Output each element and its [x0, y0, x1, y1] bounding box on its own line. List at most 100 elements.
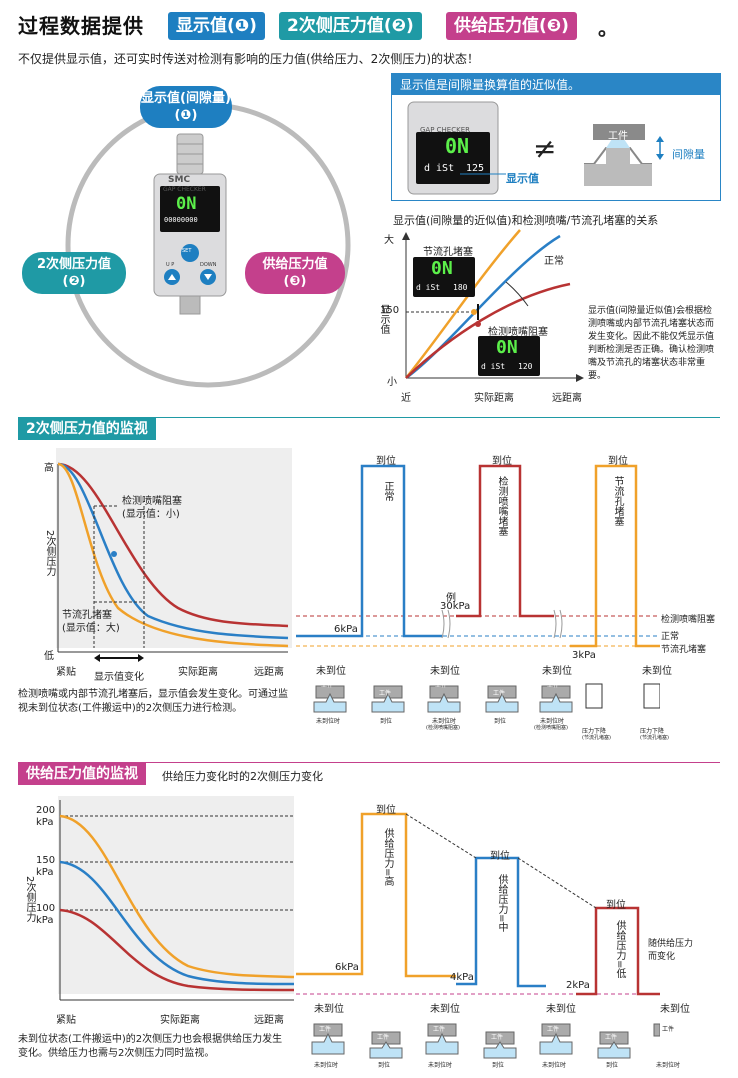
- s2-cap-7-l2: (节流孔堵塞): [640, 735, 669, 741]
- relation-label-normal: 正常: [544, 256, 564, 267]
- s3-w-7: 工件: [662, 1026, 675, 1033]
- s3-y-100-unit: kPa: [36, 915, 54, 926]
- supply-pressure-chart: [58, 796, 295, 1001]
- s2-not-arrive-2: 未到位: [430, 666, 460, 677]
- pill-display-value-l1: 显示值(间隙量): [141, 91, 231, 106]
- device-set-button[interactable]: SET: [182, 248, 192, 254]
- s3-cap-5: 未到位时: [542, 1062, 567, 1069]
- s2-cap-7-l1: 压力下降: [640, 728, 665, 735]
- s2-timing-chart: [296, 464, 660, 713]
- s2-p-6: 6kPa: [334, 624, 358, 635]
- s3-x-mid: 实际距离: [160, 1015, 200, 1026]
- relation-title: 显示值(间隙量的近似值)和检测喷嘴/节流孔堵塞的关系: [393, 214, 659, 227]
- tag-secondary-pressure: 2次侧压力值(❷): [279, 12, 422, 40]
- s2-x-right: 远距离: [254, 667, 284, 678]
- s3-change-l2: 而变化: [648, 952, 676, 962]
- section2-heading: 2次侧压力值的监视: [18, 418, 156, 440]
- s2-arrive-1: 到位: [376, 456, 396, 467]
- s2-ann-orifice-l1: 节流孔堵塞: [62, 610, 112, 621]
- s2-not-arrive-3: 未到位: [542, 666, 572, 677]
- s3-w-3: 工件: [433, 1026, 446, 1033]
- device-lcd-sub: 00000000: [164, 216, 198, 224]
- relation-y-bottom: 小: [387, 377, 397, 388]
- secondary-pressure-chart: [56, 448, 292, 662]
- s2-v-orifice: 节流孔堵塞: [612, 476, 623, 526]
- relation-note: 显示值(间隙量近似值)会根据检测喷嘴或内部节流孔堵塞状态而发生变化。因此不能仅凭…: [588, 306, 715, 381]
- device-lcd-main: 0N: [176, 194, 197, 214]
- s2-v-normal: 正常: [382, 481, 393, 501]
- s2-w-4: 工件: [493, 690, 506, 697]
- s2-cap-3-l1: 未到位时: [432, 718, 457, 725]
- device-down-label: DOWN: [200, 262, 217, 268]
- title-period: 。: [598, 16, 618, 40]
- s3-w-6: 工件: [605, 1034, 618, 1041]
- s2-not-arrive-1: 未到位: [316, 666, 346, 677]
- s3-w-4: 工件: [491, 1034, 504, 1041]
- s2-x-mid: 实际距离: [178, 667, 218, 678]
- tag-display-value: 显示值(❶): [168, 12, 265, 40]
- s3-arrive-3: 到位: [606, 900, 626, 911]
- s2-x-change: 显示值变化: [94, 672, 144, 683]
- s3-y-200: 200: [36, 805, 56, 816]
- s3-y-axis: 2次侧压力: [24, 876, 35, 923]
- s3-cap-4: 到位: [492, 1062, 505, 1069]
- pill-supply-pressure-l1: 供给压力值: [262, 257, 328, 272]
- relation-x-mid: 实际距离: [474, 393, 514, 404]
- s2-cap-5-l1: 未到位时: [540, 718, 565, 725]
- approx-lcd-main: 0N: [445, 134, 470, 158]
- s3-cap-7: 未到位时: [656, 1062, 681, 1069]
- s3-y-100: 100: [36, 903, 56, 914]
- pill-secondary-pressure-l2: (❷): [62, 274, 86, 289]
- s3-change-l1: 随供给压力: [648, 939, 694, 949]
- s3-p-6: 6kPa: [335, 962, 359, 973]
- approx-display-label: 显示值: [506, 172, 539, 185]
- gap-checker-device: [153, 133, 227, 315]
- s2-y-high: 高: [44, 463, 54, 474]
- device-model: GAP CHECKER: [163, 186, 206, 193]
- relation-lcd1-val: 180: [453, 283, 468, 292]
- relation-chart: [402, 229, 584, 382]
- s2-cap-6-l2: (节流孔堵塞): [582, 735, 611, 741]
- s2-cap-3-l2: (检测喷嘴阻塞): [426, 725, 460, 731]
- s3-cap-1: 未到位时: [314, 1062, 339, 1069]
- s2-legend-normal: 正常: [661, 632, 680, 642]
- relation-lcd1: 0N d iSt 180: [413, 257, 475, 297]
- s2-y-axis: 2次侧压力: [44, 530, 55, 577]
- section3-heading: 供给压力值的监视: [18, 763, 146, 785]
- s3-not-arrive-4: 未到位: [660, 1004, 690, 1015]
- s2-p-30-l2: 30kPa: [440, 601, 471, 612]
- pill-secondary-pressure: 2次侧压力值 (❷): [22, 252, 126, 294]
- s3-cap-2: 到位: [378, 1062, 391, 1069]
- s3-note: 未到位状态(工件搬运中)的2次侧压力也会根据供给压力发生变化。供给压力也需与2次…: [18, 1034, 283, 1059]
- s2-v-nozzle: 检测喷嘴堵塞: [496, 476, 507, 536]
- s2-legend-orifice: 节流孔堵塞: [661, 645, 707, 655]
- s3-not-arrive-2: 未到位: [430, 1004, 460, 1015]
- intro-text: 不仅提供显示值，还可实时传送对检测有影响的压力值(供给压力、2次侧压力)的状态！: [18, 52, 480, 66]
- section3-divider: [18, 762, 720, 763]
- s2-note: 检测喷嘴或内部节流孔堵塞后，显示值会发生变化。可通过监视未到位状态(工件搬运中)…: [18, 689, 288, 714]
- relation-lcd1-sub: d iSt: [416, 283, 441, 292]
- approx-box-heading: 显示值是间隙量换算值的近似值。: [392, 74, 720, 95]
- relation-lcd2-sub: d iSt: [481, 362, 506, 371]
- s2-y-low: 低: [44, 651, 54, 662]
- s2-cap-1: 未到位时: [316, 718, 341, 725]
- s2-ann-orifice-l2: (显示值：大): [62, 623, 120, 634]
- s3-x-right: 远距离: [254, 1015, 284, 1026]
- s2-cap-5-l2: (检测喷嘴阻塞): [534, 725, 568, 731]
- s3-p-4: 4kPa: [450, 972, 474, 983]
- relation-x-right: 远距离: [552, 393, 582, 404]
- s3-x-left: 紧贴: [56, 1015, 76, 1026]
- s2-cap-6-l1: 压力下降: [582, 728, 607, 735]
- page-title: 过程数据提供: [18, 14, 144, 38]
- pill-secondary-pressure-l1: 2次侧压力值: [36, 257, 112, 272]
- device-up-label: U P: [166, 262, 175, 268]
- s2-w-5: 工件: [547, 682, 560, 689]
- s3-y-150: 150: [36, 855, 56, 866]
- s2-ann-nozzle-l1: 检测喷嘴阻塞: [122, 496, 182, 507]
- approx-gap-label: 间隙量: [672, 148, 705, 161]
- section2-divider: [18, 417, 720, 418]
- relation-y-axis: 显示值: [378, 304, 389, 334]
- s2-w-3: 工件: [435, 682, 448, 689]
- s3-w-2: 工件: [377, 1034, 390, 1041]
- s3-y-200-unit: kPa: [36, 817, 54, 828]
